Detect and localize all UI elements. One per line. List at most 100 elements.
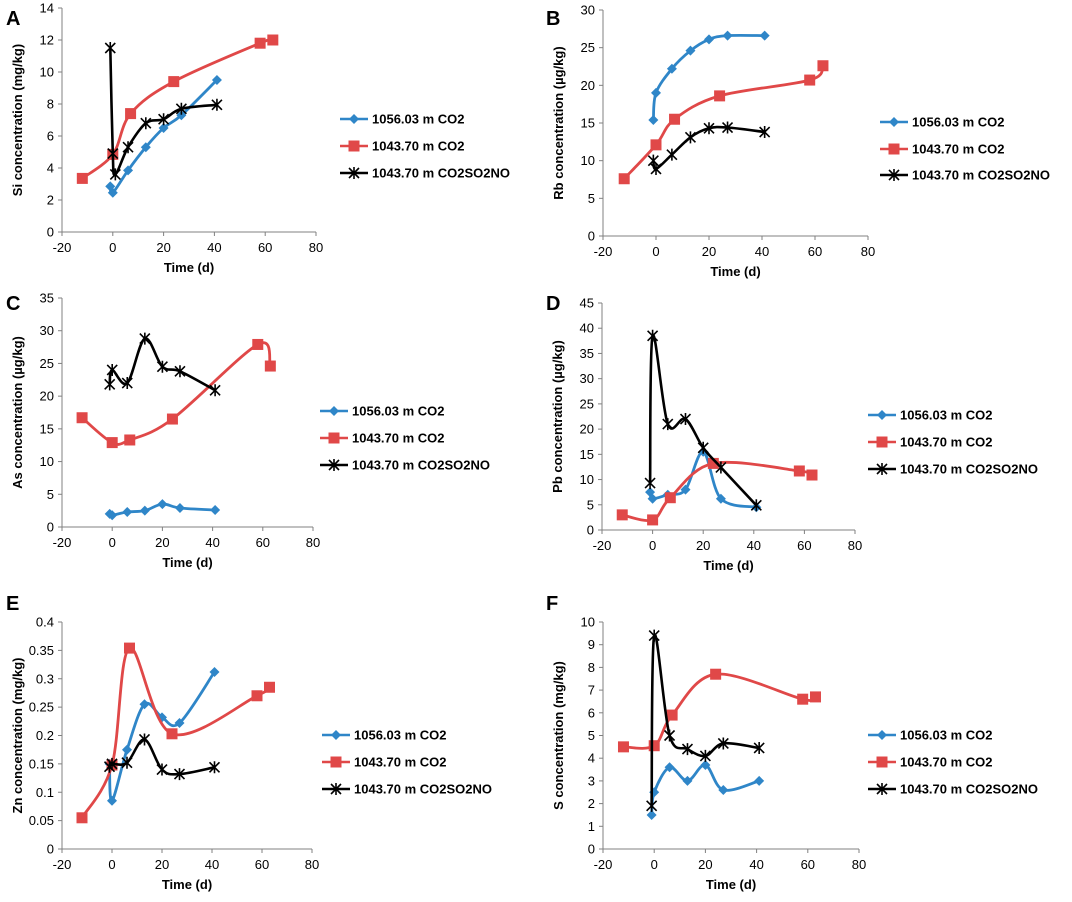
y-tick-label: 0.4 <box>36 615 54 630</box>
legend-marker <box>349 114 359 124</box>
y-tick-label: 20 <box>580 422 594 437</box>
x-tick-label: 0 <box>649 538 656 553</box>
y-tick-label: 10 <box>40 65 54 80</box>
y-tick-label: 0.15 <box>29 756 54 771</box>
data-point <box>139 332 151 345</box>
data-point <box>140 142 151 153</box>
y-tick-label: 0.35 <box>29 643 54 658</box>
x-axis-label: Time (d) <box>706 877 756 892</box>
legend: 1056.03 m CO2 1043.70 m CO2 1043.70 m CO2S… <box>320 404 490 473</box>
x-tick-label: -20 <box>53 857 72 872</box>
data-point <box>650 162 662 175</box>
legend-label: 1043.70 m CO2 <box>900 435 993 450</box>
x-tick-label: -20 <box>594 244 613 259</box>
x-tick-label: 80 <box>848 538 862 553</box>
data-point <box>663 729 676 742</box>
data-point <box>650 139 662 151</box>
data-point <box>211 75 222 85</box>
legend-label: 1056.03 m CO2 <box>372 112 465 127</box>
x-tick-label: 60 <box>255 857 269 872</box>
data-point <box>122 506 133 517</box>
x-tick-label: 40 <box>205 535 219 550</box>
x-tick-label: 0 <box>651 857 658 872</box>
data-point <box>618 173 630 185</box>
x-tick-label: 20 <box>696 538 710 553</box>
data-point <box>759 30 770 41</box>
y-tick-label: 20 <box>581 78 595 93</box>
data-point <box>122 141 134 154</box>
y-tick-label: 0 <box>587 523 594 538</box>
data-point <box>174 365 186 378</box>
x-tick-label: 60 <box>258 240 272 255</box>
legend-marker <box>876 463 888 475</box>
series-2 <box>616 457 818 526</box>
data-point <box>121 756 133 769</box>
data-point <box>685 45 696 56</box>
data-point <box>157 499 168 510</box>
y-tick-label: 15 <box>580 447 594 462</box>
data-point <box>210 504 221 515</box>
data-point <box>104 42 116 54</box>
series-3 <box>646 629 765 812</box>
series-3 <box>103 733 221 781</box>
panel-letter: B <box>546 8 560 30</box>
series-1 <box>104 499 221 521</box>
data-point <box>680 484 691 495</box>
data-point <box>809 691 821 703</box>
x-tick-label: 80 <box>861 244 875 259</box>
data-point <box>176 110 187 121</box>
legend-label: 1043.70 m CO2 <box>352 431 445 446</box>
x-tick-label: 20 <box>698 857 712 872</box>
x-tick-label: 0 <box>109 535 116 550</box>
y-tick-label: 0.2 <box>36 728 54 743</box>
y-tick-label: 12 <box>40 33 54 48</box>
series-line <box>652 33 765 121</box>
legend-label: 1043.70 m CO2 <box>912 142 1005 157</box>
data-point <box>648 114 659 125</box>
series-1 <box>105 75 222 198</box>
legend-marker <box>330 783 342 795</box>
data-point <box>666 709 678 721</box>
data-point <box>666 63 677 74</box>
series-3 <box>647 121 771 175</box>
y-tick-label: 35 <box>580 346 594 361</box>
data-point <box>617 741 629 753</box>
series-2 <box>618 60 829 185</box>
data-point <box>104 378 116 391</box>
y-tick-label: 0.3 <box>36 671 54 686</box>
data-point <box>806 469 818 481</box>
x-tick-label: 40 <box>205 857 219 872</box>
data-point <box>107 147 119 160</box>
legend-marker <box>330 756 342 768</box>
series-line <box>650 763 760 816</box>
y-tick-label: 25 <box>40 356 54 371</box>
x-tick-label: 60 <box>256 535 270 550</box>
y-tick-label: 30 <box>580 371 594 386</box>
data-point <box>76 172 88 184</box>
data-point <box>122 744 132 755</box>
data-point <box>121 377 133 390</box>
x-tick-label: -20 <box>53 535 72 550</box>
legend-label: 1043.70 m CO2SO2NO <box>912 168 1050 183</box>
panel-letter: E <box>6 593 19 615</box>
x-tick-label: -20 <box>593 538 612 553</box>
data-point <box>158 123 169 133</box>
legend-label: 1043.70 m CO2SO2NO <box>352 458 490 473</box>
data-point <box>264 360 276 372</box>
data-point <box>647 493 658 504</box>
data-point <box>173 768 186 781</box>
legend: 1056.03 m CO2 1043.70 m CO2 1043.70 m CO2S… <box>868 408 1038 477</box>
data-point <box>123 165 134 176</box>
legend-marker <box>876 756 888 768</box>
series-1 <box>648 30 770 125</box>
data-point <box>793 465 805 477</box>
x-axis-label: Time (d) <box>162 877 212 892</box>
y-tick-label: 2 <box>588 796 595 811</box>
data-point <box>616 509 628 521</box>
legend-marker <box>348 167 360 179</box>
y-tick-label: 6 <box>47 129 54 144</box>
legend: 1056.03 m CO2 1043.70 m CO2 1043.70 m CO2S… <box>880 115 1050 183</box>
